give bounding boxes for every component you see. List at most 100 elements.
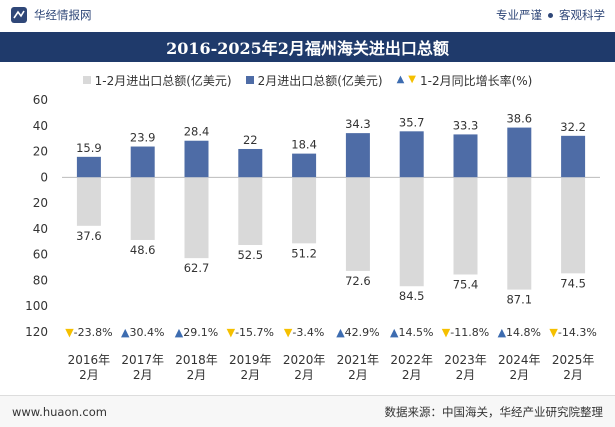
feb-total-data-label: 32.2	[560, 120, 586, 134]
x-tick-label-line: 2月	[509, 368, 529, 382]
feb-total-data-label: 35.7	[399, 115, 425, 129]
jan-feb-total-bar	[238, 177, 263, 245]
jan-feb-total-bar	[453, 177, 478, 275]
jan-feb-total-data-label: 51.2	[291, 246, 317, 260]
x-tick-label: 2017年 2月	[121, 353, 164, 382]
x-tick-label: 2018年 2月	[175, 353, 218, 382]
triangle-down-icon: ▼	[442, 326, 451, 339]
feb-total-data-label: 22	[243, 133, 258, 147]
triangle-down-icon: ▼	[408, 74, 416, 85]
triangle-up-icon: ▲	[121, 326, 130, 339]
legend-item-jan-feb[interactable]: 1-2月进出口总额(亿美元)	[82, 72, 232, 89]
triangle-up-icon: ▲	[175, 326, 184, 339]
feb-total-data-label: 18.4	[291, 138, 317, 152]
x-tick-label: 2020年 2月	[283, 353, 326, 382]
feb-total-bar	[292, 153, 317, 178]
growth-rate-value: 30.4%	[129, 326, 164, 339]
y-tick-label: 40	[33, 119, 48, 133]
feb-total-data-label: 33.3	[453, 118, 479, 132]
x-tick-label-line: 2016年	[68, 353, 111, 367]
x-tick-label-line: 2020年	[283, 353, 326, 367]
triangle-up-icon: ▲	[498, 326, 507, 339]
jan-feb-total-bar	[292, 177, 317, 244]
triangle-down-icon: ▼	[284, 326, 293, 339]
x-tick-label-line: 2021年	[337, 353, 380, 367]
jan-feb-total-data-label: 48.6	[130, 243, 156, 257]
y-tick-label: 120	[25, 325, 48, 339]
feb-total-bar	[345, 133, 370, 178]
x-tick-label-line: 2019年	[229, 353, 272, 367]
chart-legend: 1-2月进出口总额(亿美元) 2月进出口总额(亿美元) ▲ ▼ 1-2月同比增长…	[0, 70, 615, 90]
brand-logo-icon	[11, 7, 27, 23]
x-tick-label-line: 2025年	[552, 353, 595, 367]
tagline-right: 客观科学	[559, 8, 605, 22]
feb-total-data-label: 34.3	[345, 117, 371, 131]
feb-total-bar	[561, 135, 586, 178]
legend-swatch-gray	[82, 76, 91, 84]
footer-website[interactable]: www.huaon.com	[12, 404, 107, 419]
y-tick-label: 60	[33, 93, 48, 107]
x-tick-label: 2023年 2月	[444, 353, 487, 382]
triangle-down-icon: ▼	[227, 326, 236, 339]
brand[interactable]: 华经情报网	[10, 6, 92, 24]
jan-feb-total-data-label: 52.5	[237, 248, 263, 262]
growth-rate-value: 14.8%	[506, 326, 541, 339]
growth-rate-label: ▼-14.3%	[549, 326, 596, 339]
top-bar: 华经情报网 专业严谨 客观科学	[0, 0, 615, 30]
jan-feb-total-data-label: 62.7	[184, 261, 210, 275]
growth-rate-value: -14.3%	[558, 326, 597, 339]
x-tick-label: 2021年 2月	[337, 353, 380, 382]
y-tick-label: 80	[33, 273, 48, 287]
x-tick-label-line: 2月	[133, 368, 153, 382]
x-tick-label-line: 2月	[294, 368, 314, 382]
legend-label-jan-feb: 1-2月进出口总额(亿美元)	[94, 73, 232, 88]
feb-total-data-label: 15.9	[76, 141, 102, 155]
x-tick-label-line: 2月	[348, 368, 368, 382]
growth-rate-label: ▼-11.8%	[442, 326, 489, 339]
x-tick-label: 2016年 2月	[68, 353, 111, 382]
feb-total-bar	[453, 134, 478, 178]
jan-feb-total-bar	[399, 177, 424, 287]
triangle-up-icon: ▲	[396, 74, 405, 85]
growth-rate-label: ▲14.8%	[498, 326, 541, 339]
x-tick-label: 2025年 2月	[552, 353, 595, 382]
jan-feb-total-bar	[345, 177, 370, 271]
growth-rate-label: ▲30.4%	[121, 326, 164, 339]
x-tick-label: 2022年 2月	[390, 353, 433, 382]
growth-rate-value: 42.9%	[345, 326, 380, 339]
footer: www.huaon.com 数据来源：中国海关，华经产业研究院整理	[0, 395, 615, 427]
x-tick-label-line: 2月	[187, 368, 207, 382]
x-tick-label-line: 2024年	[498, 353, 541, 367]
legend-item-growth[interactable]: ▲ ▼ 1-2月同比增长率(%)	[397, 72, 533, 89]
x-tick-label: 2024年 2月	[498, 353, 541, 382]
x-tick-label-line: 2018年	[175, 353, 218, 367]
feb-total-bar	[184, 140, 209, 178]
y-tick-label: 100	[25, 299, 48, 313]
feb-total-bar	[76, 156, 101, 178]
y-tick-label: 0	[40, 170, 48, 184]
x-tick-label-line: 2月	[456, 368, 476, 382]
triangle-up-icon: ▲	[336, 326, 345, 339]
jan-feb-total-bar	[507, 177, 532, 290]
brand-name: 华经情报网	[34, 8, 92, 22]
growth-rate-label: ▼-3.4%	[284, 326, 324, 339]
triangle-up-icon: ▲	[390, 326, 399, 339]
growth-rate-value: -11.8%	[450, 326, 489, 339]
growth-rate-label: ▼-23.8%	[65, 326, 112, 339]
tagline: 专业严谨 客观科学	[496, 7, 605, 23]
feb-total-data-label: 23.9	[130, 131, 156, 145]
jan-feb-total-bar	[130, 177, 155, 240]
jan-feb-total-bar	[76, 177, 101, 226]
growth-rate-value: 29.1%	[183, 326, 218, 339]
triangle-down-icon: ▼	[65, 326, 74, 339]
feb-total-bar	[507, 127, 532, 178]
x-tick-label: 2019年 2月	[229, 353, 272, 382]
jan-feb-total-bar	[561, 177, 586, 274]
growth-rate-value: 14.5%	[398, 326, 433, 339]
jan-feb-total-data-label: 37.6	[76, 229, 102, 243]
growth-rate-value: -23.8%	[74, 326, 113, 339]
bar-chart: 60402002040608010012015.937.6▼-23.8%2016…	[25, 93, 600, 382]
legend-item-feb[interactable]: 2月进出口总额(亿美元)	[245, 72, 383, 89]
growth-rate-label: ▲29.1%	[175, 326, 218, 339]
legend-swatch-blue	[245, 76, 254, 84]
